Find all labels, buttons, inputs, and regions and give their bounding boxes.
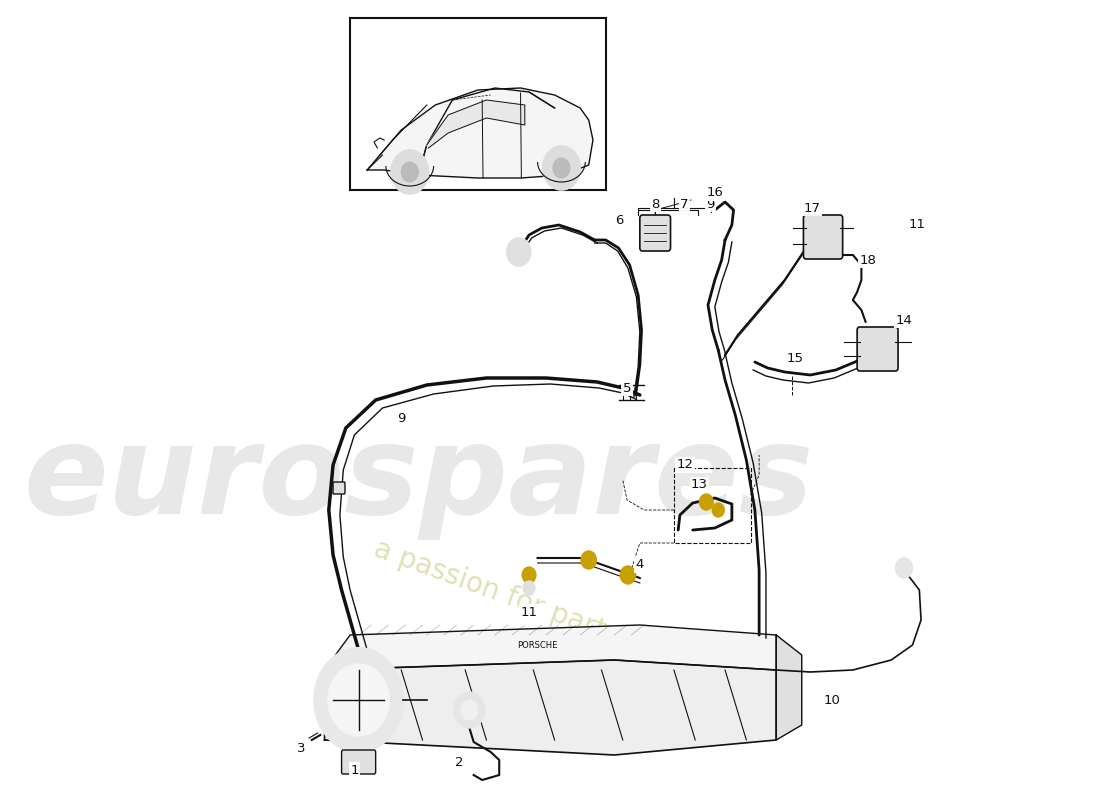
Text: 10: 10	[824, 694, 840, 706]
Polygon shape	[324, 625, 777, 670]
Circle shape	[620, 566, 636, 584]
Text: 15: 15	[786, 351, 803, 365]
Text: eurospares: eurospares	[23, 419, 813, 541]
FancyBboxPatch shape	[342, 750, 376, 774]
Circle shape	[700, 494, 713, 510]
Circle shape	[315, 648, 403, 752]
Text: 2: 2	[455, 755, 463, 769]
Circle shape	[553, 158, 570, 178]
Circle shape	[542, 146, 580, 190]
Circle shape	[402, 162, 418, 182]
Circle shape	[507, 238, 531, 266]
Text: 1: 1	[350, 763, 359, 777]
Text: a passion for parts since 1985: a passion for parts since 1985	[370, 535, 773, 705]
Circle shape	[895, 558, 913, 578]
Text: 9: 9	[706, 198, 715, 210]
FancyBboxPatch shape	[640, 215, 671, 251]
Text: 17: 17	[803, 202, 821, 214]
Text: 5: 5	[623, 382, 631, 394]
Text: 14: 14	[895, 314, 912, 326]
Polygon shape	[324, 660, 777, 755]
Text: PORSCHE: PORSCHE	[517, 641, 558, 650]
Circle shape	[581, 551, 596, 569]
Bar	[674, 468, 750, 543]
Polygon shape	[367, 88, 593, 178]
Text: 11: 11	[520, 606, 538, 618]
Text: 8: 8	[651, 198, 659, 210]
Polygon shape	[777, 635, 802, 740]
Text: 13: 13	[691, 478, 708, 491]
Text: 18: 18	[860, 254, 877, 266]
Text: 11: 11	[909, 218, 925, 231]
Bar	[350, 18, 606, 190]
Text: 4: 4	[636, 558, 644, 571]
Text: 9: 9	[397, 411, 406, 425]
Circle shape	[461, 700, 477, 720]
Circle shape	[524, 581, 535, 595]
Circle shape	[522, 567, 536, 583]
Circle shape	[454, 692, 485, 728]
Circle shape	[713, 503, 724, 517]
Text: 16: 16	[706, 186, 724, 199]
Text: 6: 6	[615, 214, 624, 226]
FancyBboxPatch shape	[803, 215, 843, 259]
Circle shape	[328, 664, 389, 736]
FancyBboxPatch shape	[333, 482, 345, 494]
FancyBboxPatch shape	[857, 327, 898, 371]
Text: 3: 3	[297, 742, 306, 754]
Polygon shape	[427, 100, 525, 148]
Text: 7: 7	[680, 198, 689, 210]
Text: 12: 12	[676, 458, 693, 471]
Circle shape	[390, 150, 429, 194]
